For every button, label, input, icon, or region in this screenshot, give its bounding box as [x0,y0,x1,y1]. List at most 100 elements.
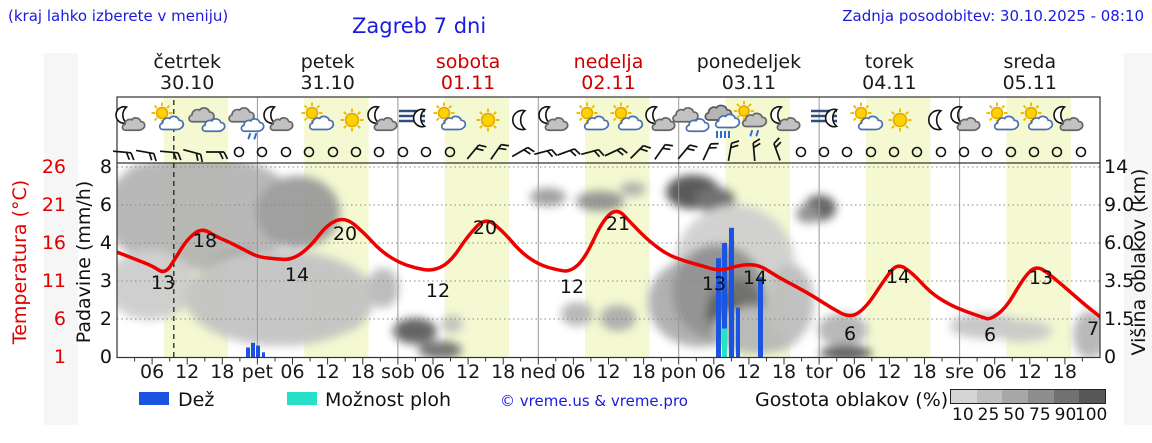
density-gradient-segment [1079,390,1106,403]
day-header-petek: petek 31.10 [258,52,398,94]
wind-calm-icon [303,146,315,158]
sun-disc [480,112,496,128]
wind-calm-icon [935,146,947,158]
sun-ray [612,117,617,122]
day-date: 01.11 [440,72,496,94]
wind-barb-icon [654,143,674,160]
wind-barb-feather [616,149,624,156]
density-gradient-segment [1028,390,1054,403]
weather-icon-moon-cloud [770,105,801,132]
weather-icon-clouds [672,107,710,133]
cloud-shape [121,117,146,132]
wind-barb-feather [689,144,698,148]
sun-ray [904,124,909,129]
density-gradient-segment [951,390,977,403]
wind-calm-icon [1051,146,1063,158]
wind-barb-feather [551,149,558,157]
wind-barb-feather [199,154,204,163]
rain-bar [262,352,265,358]
wind-barb-shaft [183,148,201,156]
hour-label: 18 [1053,361,1077,383]
wind-calm-icon [397,146,409,158]
cloud-blob [185,250,375,346]
density-tick-label: 50 [1003,405,1025,425]
day-date: 05.11 [1002,72,1057,94]
hour-label: 06 [702,361,726,383]
moon-shape [770,105,784,125]
hour-label: 12 [316,361,340,383]
wind-barb-shaft [677,144,691,160]
wind-barb-icon [511,146,535,158]
wind-barb-feather [598,149,605,157]
sun-ray [343,124,348,129]
sun-ray [747,103,752,108]
wind-calm-icon [958,146,970,158]
cloud-blob [818,313,868,347]
moon-shape [115,105,129,125]
day-header-sobota: sobota 01.11 [398,52,538,94]
wind-barb-feather [774,141,782,149]
left-axis-strip [44,53,78,425]
wind-barb-shaft [630,145,644,159]
wind-barb-shaft [654,144,666,160]
sun-ray [578,117,583,122]
wind-barb-feather [593,150,601,158]
day-name: nedelja [573,51,644,73]
day-band [866,97,931,358]
wind-barb-icon [581,148,605,158]
sun-ray [492,124,497,129]
wind-barb-icon [159,150,182,161]
hour-label: 12 [877,361,901,383]
rain-legend-swatch [139,392,169,405]
rain-bar [256,345,260,358]
copyright-link[interactable]: © vreme.us & vreme.pro [500,392,688,410]
cloud-shape [857,115,884,131]
wind-barb-feather [752,138,761,144]
day-header-četrtek: četrtek 30.10 [117,52,257,94]
cloud-blob [418,341,462,358]
moon-shape [263,105,277,125]
cloud-shape [651,117,676,132]
cloud-blob [766,264,814,340]
cloud-shape [714,113,741,129]
temperature-value-label: 12 [560,276,584,298]
moon-shape [927,109,943,131]
cloud-blob [600,305,636,331]
hour-label: 12 [456,361,480,383]
weather-icon-moon-cloud [1053,105,1084,132]
wind-barb-icon [752,138,761,162]
sun-ray [865,104,870,109]
cloud-blob [441,315,463,333]
sun-ray [578,104,583,109]
right-axis-strip [1124,53,1152,425]
day-name: torek [864,51,914,73]
wind-barb-icon [112,150,135,161]
day-abbrev-label: tor [806,361,833,383]
weather-icon-moon-cloud [538,105,569,132]
cloud-shape [776,117,801,132]
wind-barb-feather [148,152,153,161]
cloud-blob [992,320,1052,342]
moon-shape [950,105,964,125]
wind-barb-icon [206,151,229,160]
weather-icon-sun-cloud [576,102,610,131]
wind-barb-icon [702,142,719,161]
cloud-blob [561,302,593,326]
temperature-value-label: 6 [844,323,856,345]
day-date: 03.11 [721,72,777,94]
cloud-height-tick-label: 3.5 [1104,270,1135,292]
day-name: četrtek [153,51,221,73]
weather-icon-moon-cloud [950,105,981,132]
day-abbrev-label: pon [661,361,697,383]
wind-barb-feather [546,150,554,158]
sun-ray [988,117,993,122]
temperature-tick-label: 11 [41,270,66,292]
hour-label: 18 [351,361,375,383]
day-header-torek: torek 04.11 [819,52,959,94]
moon-shape [367,105,381,125]
cloud-blob [256,176,340,248]
wind-barb-icon [630,144,652,159]
wind-barb-shaft [466,144,480,160]
sun-ray [625,104,630,109]
wind-barb-shaft [112,150,132,154]
